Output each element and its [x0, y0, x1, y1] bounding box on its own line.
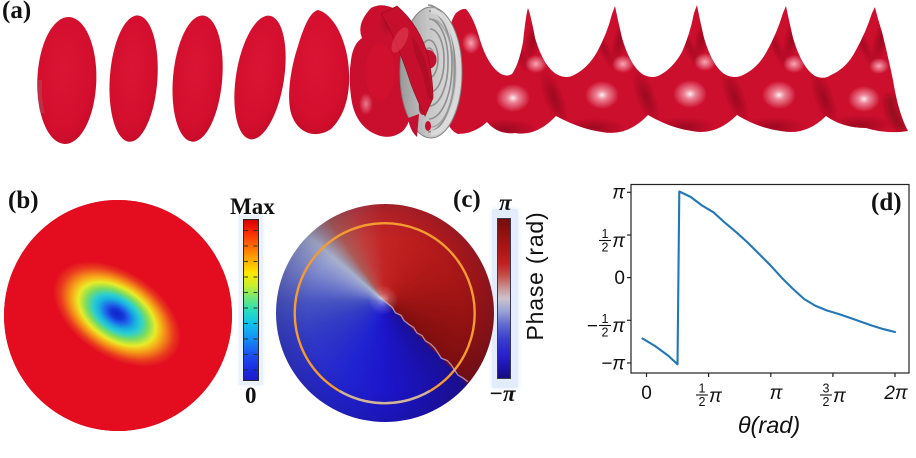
svg-text:2π: 2π [883, 383, 909, 404]
svg-text:3: 3 [823, 382, 830, 396]
svg-text:−π: −π [601, 354, 626, 375]
svg-text:π: π [612, 316, 626, 337]
svg-text:1: 1 [699, 382, 706, 396]
svg-text:−: − [587, 316, 598, 337]
svg-text:π: π [770, 383, 784, 404]
svg-text:2: 2 [602, 326, 609, 340]
svg-text:0: 0 [614, 268, 625, 289]
svg-text:1: 1 [602, 312, 609, 326]
svg-text:1: 1 [602, 227, 609, 241]
svg-text:π: π [612, 183, 626, 204]
svg-text:2: 2 [602, 241, 609, 255]
svg-text:π: π [833, 386, 847, 407]
svg-text:0: 0 [641, 383, 652, 404]
svg-text:2: 2 [823, 395, 830, 409]
svg-text:π: π [612, 231, 626, 252]
svg-text:θ(rad): θ(rad) [738, 412, 800, 438]
svg-text:π: π [709, 386, 723, 407]
svg-text:Phase (rad): Phase (rad) [522, 212, 548, 341]
svg-text:2: 2 [699, 395, 706, 409]
